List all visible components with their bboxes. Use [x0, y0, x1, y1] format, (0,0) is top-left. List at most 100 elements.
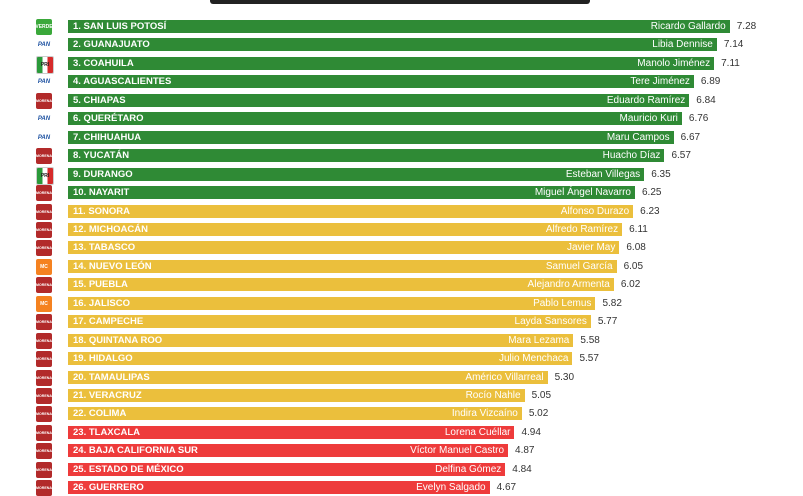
governor-label: Alfonso Durazo	[560, 205, 630, 217]
governor-label: Miguel Ángel Navarro	[534, 187, 631, 199]
party-logo-icon: PAN	[36, 129, 52, 146]
bar-row: PAN 6. QUERÉTARO Mauricio Kuri 6.76	[0, 111, 803, 128]
bar-row: MORENA 13. TABASCO Javier May 6.08	[0, 240, 803, 257]
party-logo-icon: MORENA	[36, 148, 52, 165]
bar-row: MORENA 17. CAMPECHE Layda Sansores 5.77	[0, 314, 803, 331]
state-label: 17. CAMPECHE	[73, 316, 144, 328]
party-label: MORENA	[36, 430, 52, 435]
state-label: 10. NAYARIT	[73, 187, 130, 199]
bar-row: PRI 9. DURANGO Esteban Villegas 6.35	[0, 166, 803, 185]
governor-label: Víctor Manuel Castro	[410, 445, 505, 457]
bar-row: MORENA 26. GUERRERO Evelyn Salgado 4.67	[0, 480, 803, 496]
bar-row: MORENA 12. MICHOACÁN Alfredo Ramírez 6.11	[0, 221, 803, 238]
value-label: 5.05	[531, 390, 552, 401]
state-label: 9. DURANGO	[73, 168, 133, 180]
party-label: MORENA	[36, 227, 52, 232]
party-label: PAN	[37, 42, 51, 49]
state-label: 2. GUANAJUATO	[73, 39, 150, 51]
state-label: 20. TAMAULIPAS	[73, 371, 150, 383]
governor-label: Américo Villarreal	[465, 371, 544, 383]
state-label: 23. TLAXCALA	[73, 426, 141, 438]
party-logo-icon: MORENA	[36, 424, 52, 441]
bar-row: MORENA 8. YUCATÁN Huacho Díaz 6.57	[0, 148, 803, 165]
bar: 6. QUERÉTARO Mauricio Kuri	[68, 112, 682, 126]
party-logo-icon: MORENA	[36, 461, 52, 478]
party-logo-icon: MORENA	[36, 406, 52, 423]
value-label: 5.82	[602, 297, 622, 309]
value-label: 4.94	[521, 426, 541, 438]
value-label: 7.14	[723, 39, 744, 51]
bar: 16. JALISCO Pablo Lemus	[68, 296, 596, 310]
value-label: 5.02	[528, 408, 549, 420]
party-label: MORENA	[36, 394, 52, 398]
party-label: MORENA	[36, 320, 52, 325]
party-logo-icon: MORENA	[36, 240, 52, 257]
party-label: PAN	[37, 116, 51, 123]
bar-row: MORENA 24. BAJA CALIFORNIA SUR Víctor Manu…	[0, 443, 803, 460]
value-label: 6.11	[629, 223, 648, 235]
state-label: 11. SONORA	[73, 205, 131, 217]
party-label: PAN	[37, 79, 51, 86]
governor-label: Delfina Gómez	[435, 463, 502, 475]
bar: 4. AGUASCALIENTES Tere Jiménez	[68, 75, 694, 89]
bar: 25. ESTADO DE MÉXICO Delfina Gómez	[68, 462, 506, 476]
party-label: MORENA	[36, 209, 52, 214]
bar-row: PAN 2. GUANAJUATO Libia Dennise 7.14	[0, 37, 803, 54]
governor-label: Julio Menchaca	[498, 353, 569, 365]
bar-row: VERDE 1. SAN LUIS POTOSÍ Ricardo Gallardo 7…	[0, 19, 803, 35]
value-label: 6.84	[696, 94, 716, 106]
value-label: 4.67	[496, 482, 517, 494]
bar: 2. GUANAJUATO Libia Dennise	[68, 38, 717, 52]
bar: 1. SAN LUIS POTOSÍ Ricardo Gallardo	[68, 20, 730, 33]
party-label: MORENA	[36, 375, 52, 380]
party-logo-icon: PRI	[36, 55, 54, 74]
bar-row: MC 16. JALISCO Pablo Lemus 5.82	[0, 295, 803, 312]
bar: 24. BAJA CALIFORNIA SUR Víctor Manuel Cas…	[68, 444, 509, 458]
value-label: 6.23	[640, 205, 660, 217]
governor-label: Maru Campos	[606, 131, 670, 143]
state-label: 13. TABASCO	[73, 242, 136, 254]
bar-row: MORENA 18. QUINTANA ROO Mara Lezama 5.58	[0, 332, 803, 349]
state-label: 1. SAN LUIS POTOSÍ	[73, 21, 167, 32]
state-label: 26. GUERRERO	[73, 482, 144, 494]
value-label: 6.05	[623, 260, 644, 272]
party-label: MORENA	[36, 486, 52, 491]
governor-label: Mara Lezama	[508, 334, 570, 346]
governor-label: Indira Vizcaíno	[451, 408, 518, 420]
bar: 23. TLAXCALA Lorena Cuéllar	[68, 425, 515, 439]
state-label: 12. MICHOACÁN	[73, 223, 148, 235]
bar-row: MORENA 5. CHIAPAS Eduardo Ramírez 6.84	[0, 92, 803, 109]
bar: 15. PUEBLA Alejandro Armenta	[68, 278, 614, 292]
cropped-title	[210, 0, 590, 4]
party-logo-icon: MORENA	[36, 351, 52, 368]
party-label: MORENA	[36, 449, 52, 454]
party-logo-icon: PAN	[36, 37, 52, 54]
bar-row: MORENA 23. TLAXCALA Lorena Cuéllar 4.94	[0, 424, 803, 441]
party-logo-icon: MORENA	[36, 480, 52, 496]
value-label: 7.11	[721, 57, 740, 69]
party-label: PRI	[40, 172, 50, 179]
party-logo-icon: MORENA	[36, 314, 52, 331]
party-logo-icon: MORENA	[36, 185, 52, 202]
bar: 20. TAMAULIPAS Américo Villarreal	[68, 370, 548, 384]
governor-label: Rocío Nahle	[465, 390, 521, 401]
value-label: 6.25	[642, 187, 662, 199]
party-logo-icon: MORENA	[36, 369, 52, 386]
governor-label: Manolo Jiménez	[637, 57, 711, 69]
governor-label: Lorena Cuéllar	[444, 426, 511, 438]
bar: 19. HIDALGO Julio Menchaca	[68, 352, 573, 366]
governor-label: Eduardo Ramírez	[606, 94, 686, 106]
state-label: 21. VERACRUZ	[73, 390, 142, 401]
party-label: MORENA	[36, 467, 52, 472]
state-label: 14. NUEVO LEÓN	[73, 260, 152, 272]
bar-row: PAN 7. CHIHUAHUA Maru Campos 6.67	[0, 129, 803, 146]
state-label: 6. QUERÉTARO	[73, 113, 144, 125]
bar-row: MORENA 25. ESTADO DE MÉXICO Delfina Gómez 4…	[0, 461, 803, 478]
state-label: 18. QUINTANA ROO	[73, 334, 163, 346]
bar: 5. CHIAPAS Eduardo Ramírez	[68, 93, 690, 107]
bar: 9. DURANGO Esteban Villegas	[68, 167, 645, 181]
governor-label: Layda Sansores	[514, 316, 587, 328]
governor-label: Huacho Díaz	[602, 150, 661, 162]
party-label: MORENA	[36, 154, 52, 159]
party-logo-icon: VERDE	[36, 19, 52, 35]
